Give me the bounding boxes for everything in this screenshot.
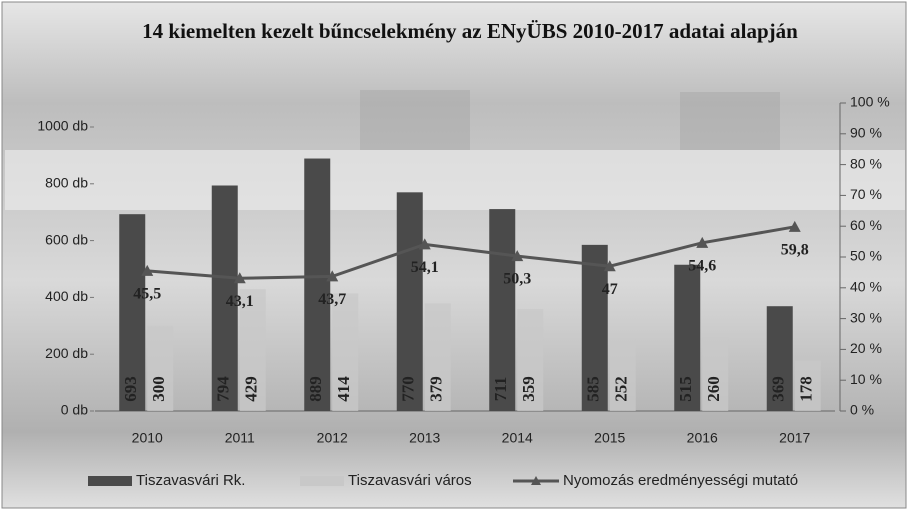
- bar: [304, 159, 330, 411]
- x-tick-label: 2013: [409, 430, 440, 446]
- y2-tick-label: 20 %: [850, 340, 882, 356]
- chart: 0 db 200 db 400 db 600 db 800 db 1000 db 0 % 10…: [0, 0, 909, 511]
- line-value-label: 54,6: [688, 258, 716, 275]
- bar-value-label: 693: [121, 376, 140, 402]
- x-tick-label: 2015: [594, 430, 625, 446]
- legend-swatch: [300, 476, 344, 486]
- bar-value-label: 770: [399, 376, 418, 402]
- y2-tick-label: 70 %: [850, 186, 882, 202]
- y2-tick-label: 60 %: [850, 217, 882, 233]
- legend-swatch: [88, 476, 132, 486]
- line-value-label: 47: [602, 281, 618, 298]
- x-tick-label: 2011: [225, 430, 255, 446]
- y2-tick-label: 100 %: [850, 94, 890, 110]
- x-tick-label: 2014: [502, 430, 533, 446]
- bar-value-label: 359: [519, 376, 538, 402]
- bar-value-label: 379: [427, 376, 446, 402]
- y2-tick-label: 10 %: [850, 371, 882, 387]
- line-value-label: 54,1: [411, 259, 439, 276]
- bar-value-label: 711: [491, 377, 510, 402]
- y-tick-label: 800 db: [45, 175, 88, 191]
- bar-value-label: 429: [242, 376, 261, 402]
- x-tick-label: 2012: [317, 430, 348, 446]
- bar-value-label: 252: [612, 376, 631, 402]
- y2-tick-label: 30 %: [850, 309, 882, 325]
- bar-value-label: 889: [306, 376, 325, 402]
- chart-page: 0 db 200 db 400 db 600 db 800 db 1000 db 0 % 10…: [0, 0, 909, 511]
- y2-tick-label: 50 %: [850, 248, 882, 264]
- y-tick-label: 200 db: [45, 345, 88, 361]
- photo-building: [5, 150, 905, 210]
- y2-tick-label: 0 %: [850, 402, 874, 418]
- y-tick-label: 0 db: [61, 402, 88, 418]
- photo-roof: [680, 92, 780, 150]
- y2-tick-label: 40 %: [850, 279, 882, 295]
- y-tick-label: 400 db: [45, 288, 88, 304]
- bar-value-label: 515: [676, 376, 695, 402]
- bar-value-label: 300: [149, 376, 168, 402]
- legend-label: Nyomozás eredményességi mutató: [563, 472, 798, 489]
- bar-value-label: 260: [704, 376, 723, 402]
- bar-value-label: 178: [797, 376, 816, 402]
- line-value-label: 43,7: [318, 291, 346, 308]
- x-tick-label: 2016: [687, 430, 718, 446]
- bar-value-label: 585: [584, 376, 603, 402]
- y2-tick-label: 90 %: [850, 125, 882, 141]
- legend-label: Tiszavasvári Rk.: [136, 472, 245, 489]
- bar-value-label: 794: [214, 376, 233, 402]
- x-tick-label: 2010: [132, 430, 163, 446]
- x-tick-label: 2017: [779, 430, 810, 446]
- line-value-label: 50,3: [503, 271, 531, 288]
- legend-label: Tiszavasvári város: [348, 472, 472, 489]
- chart-title: 14 kiemelten kezelt bűncselekmény az ENy…: [130, 18, 810, 45]
- line-value-label: 59,8: [781, 241, 809, 258]
- bar-value-label: 369: [769, 376, 788, 402]
- photo-roof: [360, 90, 470, 150]
- y-tick-label: 1000 db: [37, 118, 88, 134]
- y-tick-label: 600 db: [45, 231, 88, 247]
- line-value-label: 43,1: [226, 293, 254, 310]
- bar-value-label: 414: [334, 376, 353, 402]
- line-value-label: 45,5: [133, 286, 161, 303]
- y2-tick-label: 80 %: [850, 155, 882, 171]
